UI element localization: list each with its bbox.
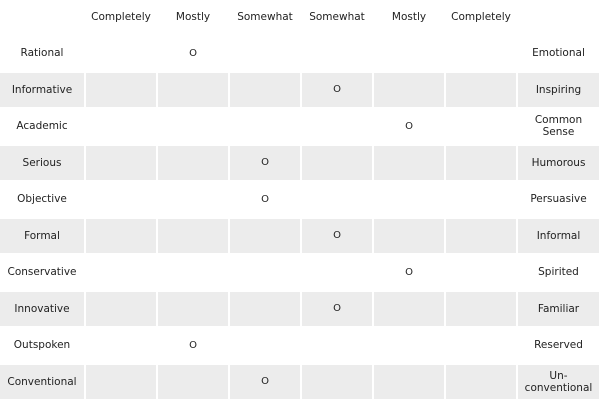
right-label: Humorous — [518, 145, 599, 180]
scale-cell — [374, 182, 444, 217]
scale-cell — [158, 255, 228, 290]
scale-cell — [302, 109, 372, 144]
scale-cell — [302, 328, 372, 363]
left-label: Formal — [0, 218, 84, 253]
scale-cell — [374, 36, 444, 71]
scale-cell — [158, 182, 228, 217]
scale-mark: O — [230, 145, 300, 180]
left-label: Rational — [20, 47, 64, 60]
scale-cell — [158, 109, 228, 144]
scale-mark: O — [261, 193, 269, 205]
scale-cell — [230, 72, 300, 107]
left-label: Conventional — [0, 364, 84, 399]
column-header: Completely — [91, 11, 151, 24]
scale-mark: O — [302, 218, 372, 253]
scale-cell — [230, 291, 300, 326]
scale-cell — [302, 255, 372, 290]
scale-cell — [374, 72, 444, 107]
scale-cell — [446, 364, 516, 399]
scale-cell — [86, 328, 156, 363]
scale-cell — [230, 255, 300, 290]
scale-mark: O — [302, 291, 372, 326]
scale-mark: O — [189, 339, 197, 351]
scale-cell — [374, 145, 444, 180]
right-label: Common Sense — [534, 114, 583, 139]
scale-mark: O — [302, 72, 372, 107]
scale-cell — [230, 328, 300, 363]
scale-cell — [302, 145, 372, 180]
scale-cell — [230, 36, 300, 71]
scale-cell — [158, 72, 228, 107]
column-header: Somewhat — [237, 11, 293, 24]
right-label: Emotional — [532, 47, 585, 60]
scale-cell — [374, 291, 444, 326]
scale-cell — [374, 218, 444, 253]
left-label: Academic — [16, 120, 68, 133]
scale-mark: O — [405, 120, 413, 132]
column-header: Mostly — [391, 11, 427, 24]
scale-cell — [446, 36, 516, 71]
right-label: Un-conventional — [518, 364, 599, 399]
scale-cell — [158, 218, 228, 253]
right-label: Familiar — [518, 291, 599, 326]
scale-mark: O — [189, 47, 197, 59]
scale-cell — [446, 328, 516, 363]
left-label: Innovative — [0, 291, 84, 326]
left-label: Serious — [0, 145, 84, 180]
scale-cell — [158, 145, 228, 180]
scale-cell — [230, 109, 300, 144]
column-header: Somewhat — [309, 11, 365, 24]
left-label: Informative — [0, 72, 84, 107]
scale-cell — [158, 291, 228, 326]
scale-cell — [86, 255, 156, 290]
scale-cell — [302, 36, 372, 71]
right-label: Spirited — [538, 266, 579, 279]
scale-cell — [446, 291, 516, 326]
scale-cell — [446, 109, 516, 144]
right-label: Reserved — [534, 339, 583, 352]
scale-cell — [158, 364, 228, 399]
scale-cell — [86, 364, 156, 399]
scale-cell — [86, 109, 156, 144]
scale-cell — [86, 182, 156, 217]
column-header: Mostly — [175, 11, 211, 24]
left-label: Objective — [17, 193, 67, 206]
column-header: Completely — [451, 11, 511, 24]
scale-cell — [86, 291, 156, 326]
right-label: Inspiring — [518, 72, 599, 107]
left-label: Outspoken — [13, 339, 71, 352]
right-label: Informal — [518, 218, 599, 253]
scale-cell — [446, 182, 516, 217]
scale-cell — [446, 255, 516, 290]
scale-mark: O — [405, 266, 413, 278]
scale-cell — [86, 145, 156, 180]
scale-cell — [86, 72, 156, 107]
right-label: Persuasive — [530, 193, 587, 206]
scale-cell — [86, 36, 156, 71]
left-label: Conservative — [7, 266, 77, 279]
scale-cell — [230, 218, 300, 253]
scale-cell — [374, 364, 444, 399]
scale-mark: O — [230, 364, 300, 399]
scale-cell — [374, 328, 444, 363]
scale-cell — [446, 218, 516, 253]
scale-cell — [446, 145, 516, 180]
scale-cell — [86, 218, 156, 253]
scale-cell — [302, 182, 372, 217]
scale-cell — [302, 364, 372, 399]
scale-cell — [446, 72, 516, 107]
